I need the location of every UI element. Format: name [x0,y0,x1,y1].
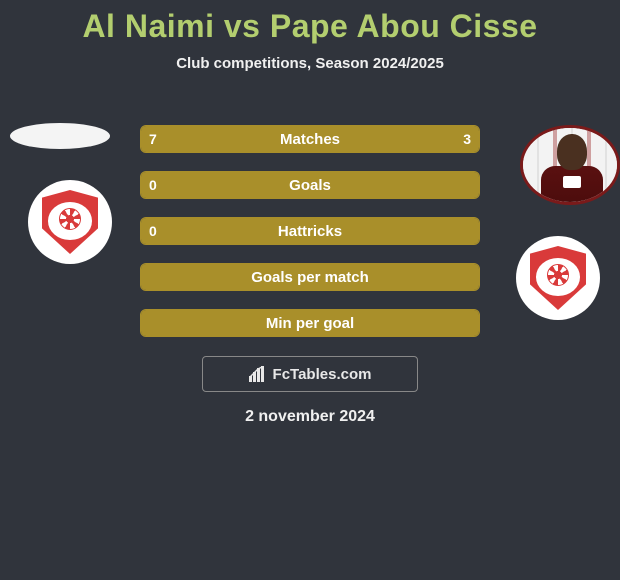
bar-row: Goals per match [140,263,480,291]
bar-label: Matches [141,126,479,152]
bar-value-right: 3 [463,126,471,152]
bar-row: 0 Hattricks [140,217,480,245]
bar-label: Hattricks [141,218,479,244]
left-player-club-crest [28,180,112,264]
bar-label: Goals [141,172,479,198]
subtitle: Club competitions, Season 2024/2025 [0,55,620,72]
bar-row: Min per goal [140,309,480,337]
right-player-photo [520,125,620,205]
right-player-club-crest [516,236,600,320]
bar-chart-icon [249,366,267,382]
comparison-chart: 7 Matches 3 0 Goals 0 Hattricks Goals pe… [140,125,480,355]
page-title: Al Naimi vs Pape Abou Cisse [0,0,620,45]
watermark: FcTables.com [202,356,418,392]
bar-row: 7 Matches 3 [140,125,480,153]
bar-row: 0 Goals [140,171,480,199]
watermark-text: FcTables.com [273,366,372,383]
bar-label: Goals per match [141,264,479,290]
left-player-photo [10,123,110,149]
date-text: 2 november 2024 [0,408,620,426]
bar-label: Min per goal [141,310,479,336]
